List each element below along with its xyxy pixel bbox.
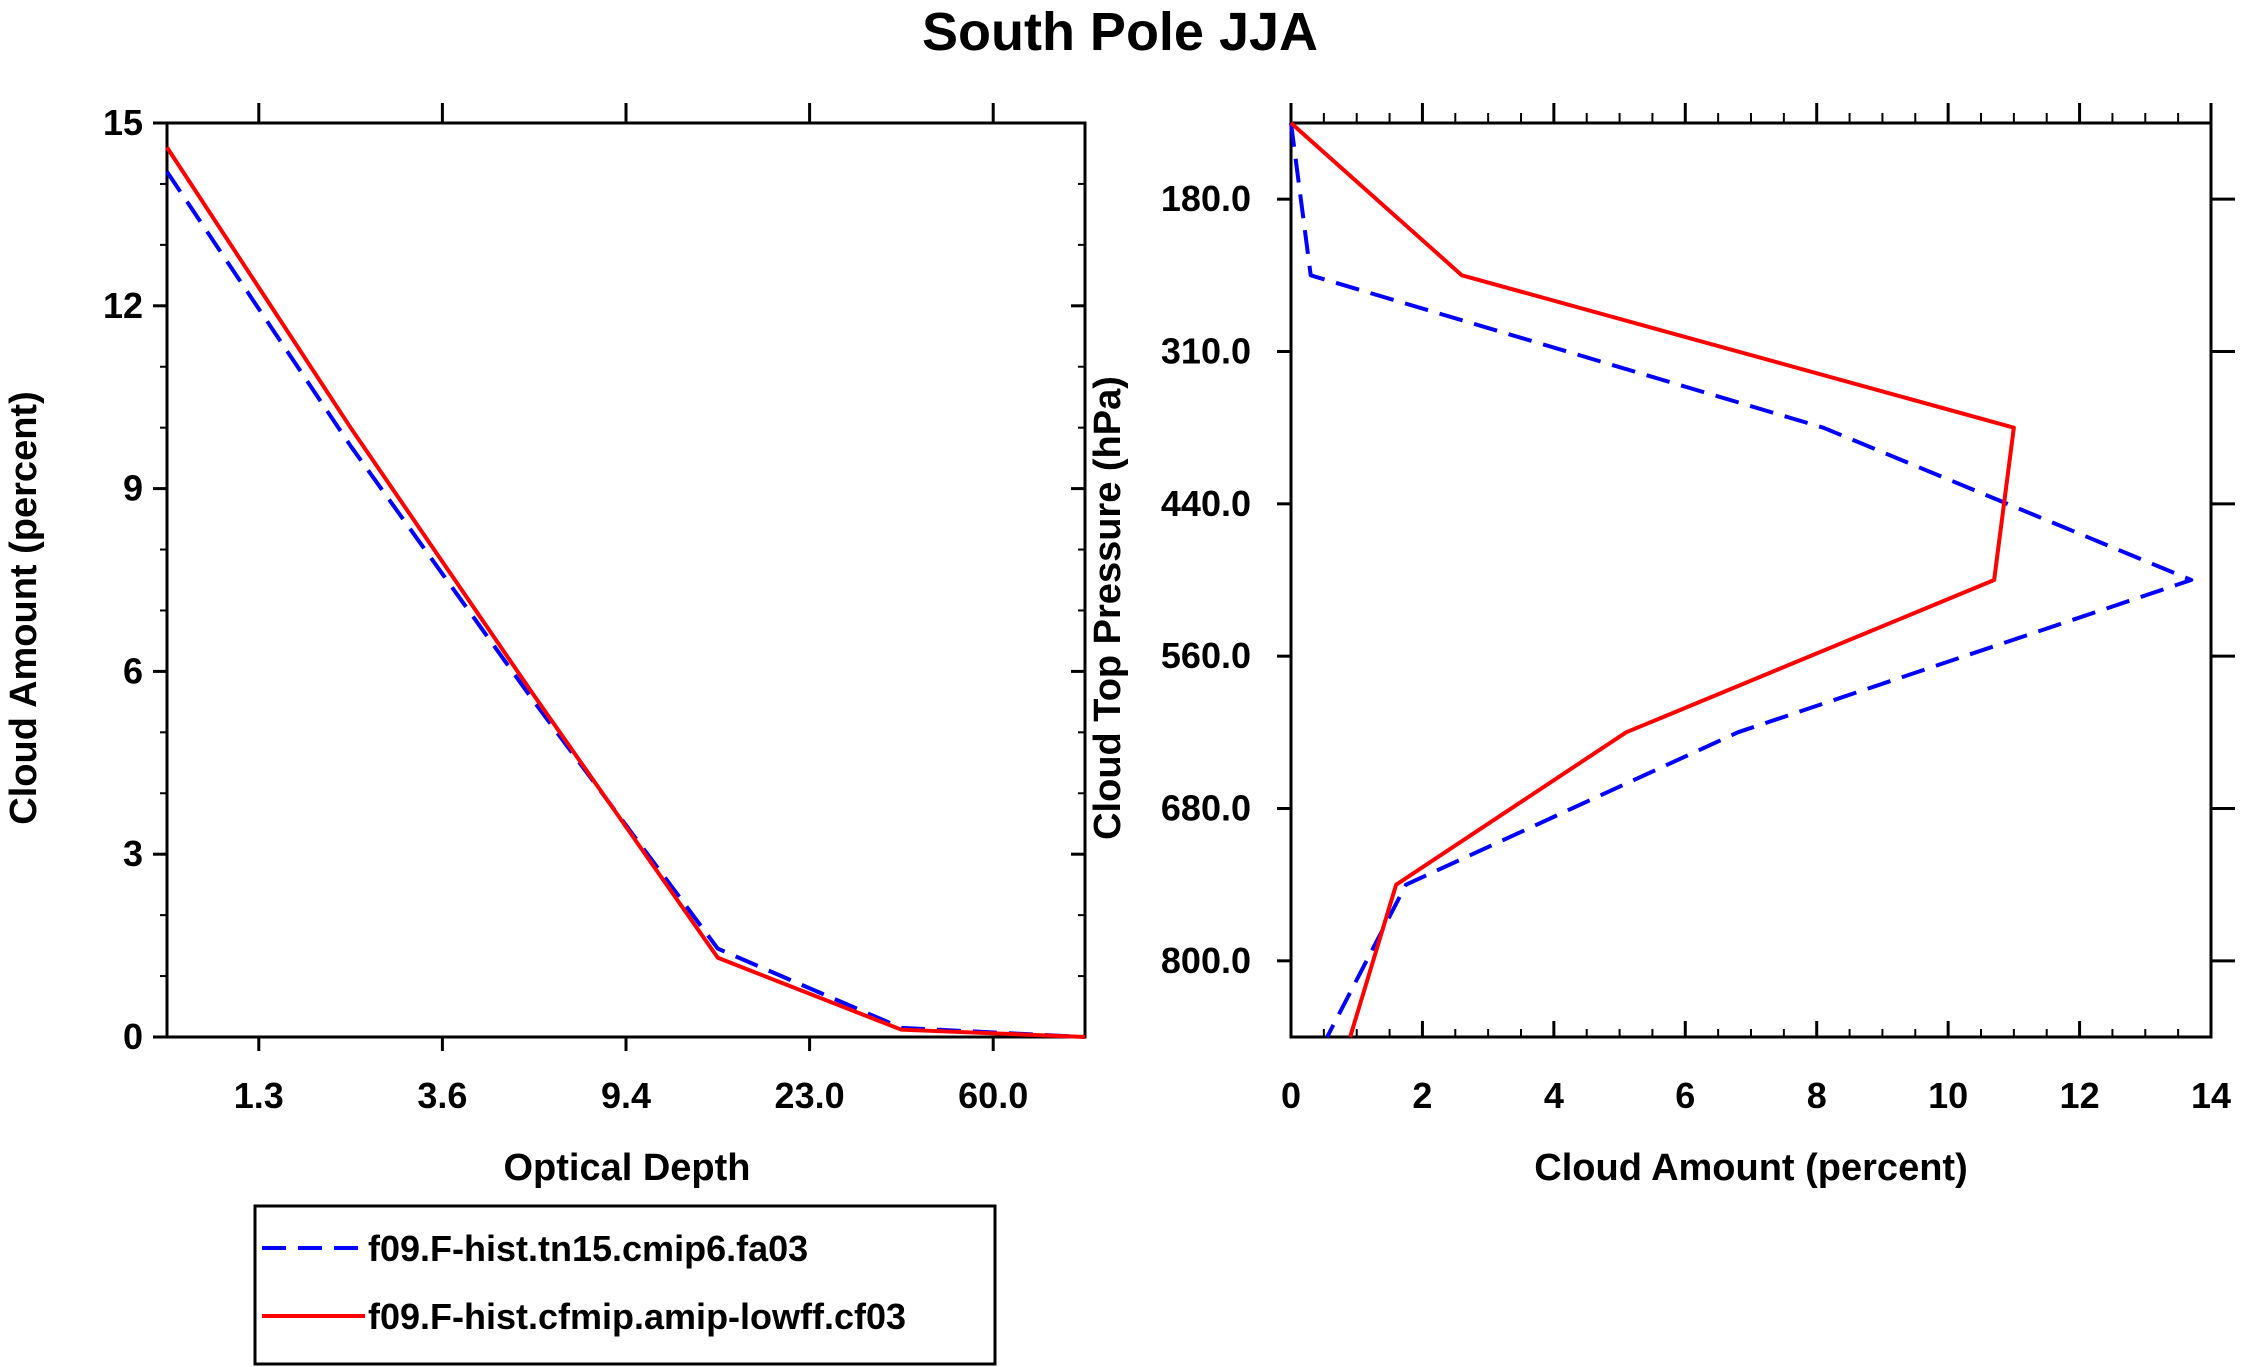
chart-title: South Pole JJA bbox=[922, 2, 1318, 62]
right-x-tick-label: 10 bbox=[1928, 1075, 1968, 1116]
legend-label-series-2: f09.F-hist.cfmip.amip-lowff.cf03 bbox=[368, 1296, 906, 1337]
right-x-tick-label: 0 bbox=[1281, 1075, 1301, 1116]
right-y-axis-label: Cloud Top Pressure (hPa) bbox=[1087, 376, 1129, 840]
legend: f09.F-hist.tn15.cmip6.fa03 f09.F-hist.cf… bbox=[253, 1204, 997, 1366]
left-y-tick-label: 9 bbox=[123, 468, 143, 509]
left-x-tick-label: 1.3 bbox=[234, 1075, 284, 1116]
right-x-tick-label: 6 bbox=[1675, 1075, 1695, 1116]
right-y-tick-label: 800.0 bbox=[1161, 940, 1251, 981]
right-x-tick-label: 2 bbox=[1412, 1075, 1432, 1116]
right-x-tick-label: 8 bbox=[1807, 1075, 1827, 1116]
left-x-tick-label: 23.0 bbox=[775, 1075, 845, 1116]
right-series-line-2 bbox=[1289, 121, 2016, 1038]
right-plot-frame bbox=[1289, 121, 2213, 1039]
right-y-tick-label: 440.0 bbox=[1161, 483, 1251, 524]
right-x-axis-label: Cloud Amount (percent) bbox=[1534, 1147, 1967, 1189]
right-y-tick-label: 680.0 bbox=[1161, 788, 1251, 829]
right-y-tick-label: 310.0 bbox=[1161, 331, 1251, 372]
left-y-tick-label: 6 bbox=[123, 650, 143, 691]
right-panel-pressure-profile: Cloud Amount (percent) Cloud Top Pressur… bbox=[1087, 103, 2235, 1189]
left-series-line-2 bbox=[165, 146, 1086, 1039]
right-x-tick-label: 12 bbox=[2060, 1075, 2100, 1116]
left-y-axis-label: Cloud Amount (percent) bbox=[3, 391, 45, 824]
left-plot-frame bbox=[165, 121, 1087, 1039]
left-x-tick-label: 9.4 bbox=[601, 1075, 651, 1116]
right-x-tick-label: 14 bbox=[2191, 1075, 2231, 1116]
left-y-tick-label: 3 bbox=[123, 833, 143, 874]
right-series-line-1 bbox=[1289, 122, 2194, 1038]
left-panel-optical-depth: Optical Depth Cloud Amount (percent) 0 3 6… bbox=[3, 102, 1087, 1189]
left-y-tick-label: 15 bbox=[103, 102, 143, 143]
left-x-tick-label: 60.0 bbox=[958, 1075, 1028, 1116]
legend-label-series-1: f09.F-hist.tn15.cmip6.fa03 bbox=[368, 1228, 808, 1269]
right-x-tick-label: 4 bbox=[1544, 1075, 1564, 1116]
left-x-axis-label: Optical Depth bbox=[503, 1147, 750, 1189]
right-y-tick-label: 560.0 bbox=[1161, 635, 1251, 676]
right-y-tick-label: 180.0 bbox=[1161, 178, 1251, 219]
left-x-tick-label: 3.6 bbox=[417, 1075, 467, 1116]
left-y-tick-label: 12 bbox=[103, 285, 143, 326]
left-y-tick-label: 0 bbox=[123, 1016, 143, 1057]
left-series-line-1 bbox=[165, 170, 1086, 1039]
legend-box bbox=[253, 1204, 997, 1366]
